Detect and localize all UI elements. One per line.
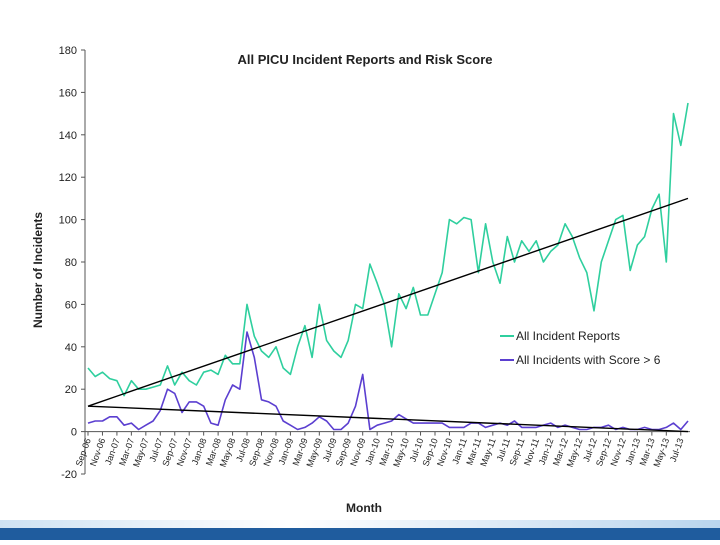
- y-tick-label: 60: [65, 299, 77, 311]
- legend-entry-label: All Incidents with Score > 6: [516, 353, 661, 367]
- footer-bar: [0, 528, 720, 540]
- y-axis-label: Number of Incidents: [31, 212, 45, 328]
- legend-entry-label: All Incident Reports: [516, 329, 620, 343]
- series-layer: [87, 102, 689, 431]
- legend: All Incident Reports All Incidents with S…: [500, 329, 661, 367]
- series-all-incident-reports: [87, 102, 689, 397]
- y-tick-label: 160: [59, 87, 77, 99]
- y-tick-label: 100: [59, 215, 77, 227]
- trendline-all-incident-reports: [87, 197, 689, 407]
- axes: -20020406080100120140160180Sep-06Nov-06J…: [59, 45, 690, 481]
- trendline-layer: [87, 197, 689, 433]
- footer-accent: [0, 520, 720, 528]
- y-tick-label: 40: [65, 342, 77, 354]
- chart-title: All PICU Incident Reports and Risk Score: [238, 52, 493, 67]
- y-tick-label: -20: [61, 469, 77, 481]
- y-tick-label: 20: [65, 384, 77, 396]
- y-tick-label: 120: [59, 172, 77, 184]
- y-tick-label: 140: [59, 130, 77, 142]
- y-tick-label: 180: [59, 45, 77, 57]
- y-tick-label: 80: [65, 257, 77, 269]
- trendline-high-risk-incidents: [87, 405, 689, 433]
- series-high-risk-incidents: [87, 331, 689, 431]
- x-axis-label: Month: [346, 501, 382, 515]
- y-tick-label: 0: [71, 427, 77, 439]
